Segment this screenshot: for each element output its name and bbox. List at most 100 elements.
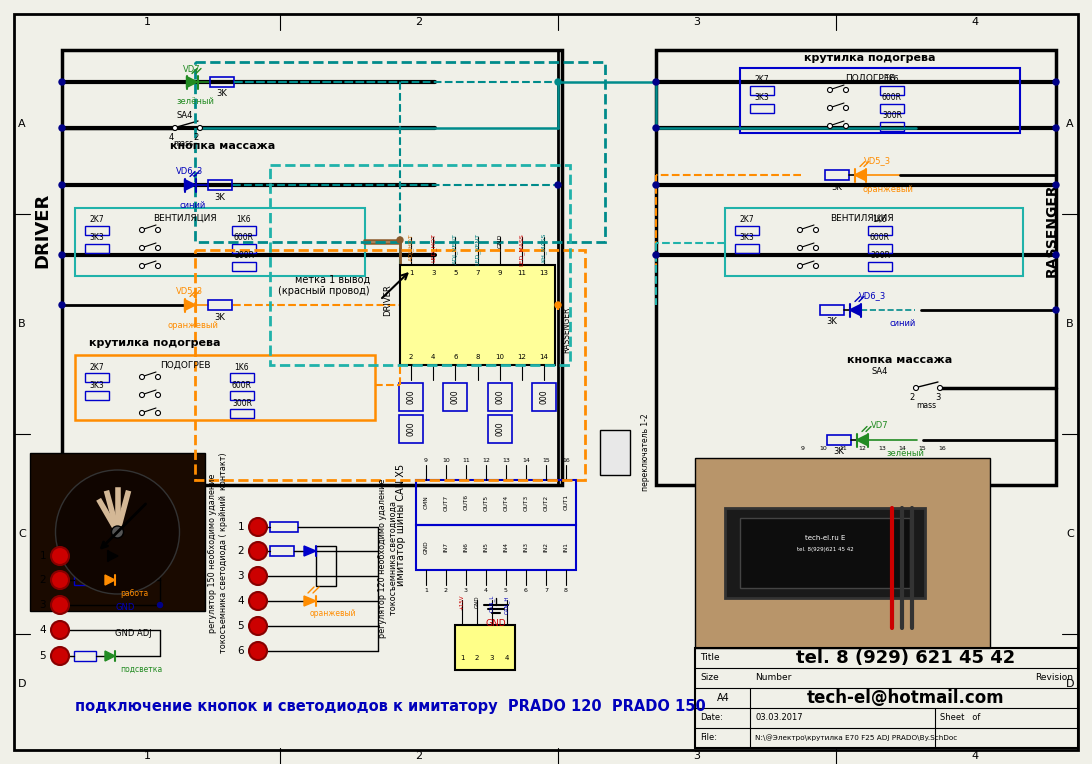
Text: зелёный: зелёный (176, 98, 214, 106)
Text: OUT2: OUT2 (544, 494, 548, 510)
Text: 14: 14 (899, 445, 906, 451)
Circle shape (51, 647, 69, 665)
Text: tech-el.ru E: tech-el.ru E (805, 535, 845, 541)
Text: 3K: 3K (214, 312, 225, 322)
Bar (868, 244, 892, 253)
Text: SA4: SA4 (871, 367, 888, 377)
Text: ADJ_HOT: ADJ_HOT (408, 233, 414, 261)
Text: 3K: 3K (827, 318, 838, 326)
Text: 2: 2 (415, 17, 423, 27)
Text: 3: 3 (237, 571, 244, 581)
Circle shape (843, 88, 848, 92)
Text: CAN_L: CAN_L (489, 595, 495, 613)
Circle shape (814, 245, 819, 251)
Circle shape (59, 302, 66, 308)
Circle shape (249, 592, 268, 610)
Text: A: A (19, 119, 26, 129)
Text: VD6_3: VD6_3 (177, 167, 203, 176)
Circle shape (653, 79, 658, 85)
Bar (488, 415, 512, 443)
Text: tel. 8(929)621 45 42: tel. 8(929)621 45 42 (797, 548, 853, 552)
Text: 16: 16 (939, 445, 947, 451)
Circle shape (797, 228, 803, 232)
Text: LED_VENT: LED_VENT (475, 233, 480, 265)
Polygon shape (304, 596, 316, 606)
Circle shape (397, 237, 403, 243)
Text: CAN_H: CAN_H (505, 595, 510, 613)
Text: tech-el@hotmail.com: tech-el@hotmail.com (807, 689, 1005, 707)
Bar (74, 651, 96, 661)
Text: 5: 5 (39, 651, 46, 661)
Text: 1K6: 1K6 (885, 75, 900, 83)
Bar (603, 454, 627, 466)
Text: CMN: CMN (424, 496, 428, 510)
Text: A4: A4 (716, 693, 729, 703)
Text: GND: GND (486, 619, 507, 627)
Circle shape (140, 245, 144, 251)
Text: SA4: SA4 (177, 112, 193, 121)
Text: VD7: VD7 (871, 422, 889, 430)
Text: 2K7: 2K7 (755, 75, 769, 83)
Text: 8: 8 (565, 588, 568, 593)
Circle shape (140, 374, 144, 380)
Text: подключение кнопок и светодиодов к имитатору  PRADO 120  PRADO 150: подключение кнопок и светодиодов к имита… (74, 698, 705, 714)
Text: GND: GND (475, 595, 479, 607)
Text: 3K3: 3K3 (755, 92, 770, 102)
Text: 3K3: 3K3 (739, 232, 755, 241)
Text: регулятор 120 необходимо удаление
токосъемника светодиода: регулятор 120 необходимо удаление токосъ… (378, 478, 397, 638)
Text: 3K3: 3K3 (90, 380, 105, 390)
Text: 1: 1 (237, 522, 244, 532)
Text: 3K: 3K (832, 183, 842, 192)
Text: OUT4: OUT4 (503, 494, 509, 510)
Text: кнопка массажа: кнопка массажа (847, 355, 952, 365)
Circle shape (198, 125, 202, 131)
Text: зелёный: зелёный (886, 449, 924, 458)
Bar (232, 262, 256, 271)
Text: IN4: IN4 (503, 542, 509, 552)
Bar (29, 453, 205, 611)
Bar (725, 508, 925, 598)
Circle shape (828, 88, 832, 92)
Bar (695, 458, 990, 648)
Text: 13: 13 (539, 270, 548, 276)
Text: 1K6: 1K6 (237, 215, 251, 225)
Circle shape (249, 542, 268, 560)
Circle shape (51, 621, 69, 639)
Text: OUT5: OUT5 (484, 494, 488, 510)
Bar (207, 300, 232, 310)
Circle shape (155, 228, 161, 232)
Text: VD5_3: VD5_3 (865, 157, 891, 166)
Text: VD6_3: VD6_3 (859, 292, 887, 300)
Circle shape (938, 386, 942, 390)
Bar (820, 305, 844, 315)
Text: оранжевый: оранжевый (310, 610, 356, 619)
Bar (75, 208, 365, 276)
Text: C: C (19, 529, 26, 539)
Text: крутилка подогрева: крутилка подогрева (804, 53, 936, 63)
Text: Title: Title (700, 653, 720, 662)
Bar (725, 208, 1023, 276)
Polygon shape (187, 76, 198, 88)
Text: 600R: 600R (234, 234, 254, 242)
Circle shape (814, 264, 819, 268)
Text: mass: mass (916, 400, 936, 410)
Bar (230, 373, 254, 382)
Text: 3: 3 (693, 751, 700, 761)
Text: 3: 3 (431, 270, 436, 276)
Bar (880, 122, 904, 131)
Circle shape (249, 518, 268, 536)
Polygon shape (108, 551, 118, 561)
Text: имитатор шины CAN X5: имитатор шины CAN X5 (396, 464, 406, 586)
Text: 1: 1 (460, 655, 464, 661)
Text: D: D (17, 679, 26, 689)
Text: 4: 4 (505, 655, 509, 661)
Text: 8: 8 (475, 354, 479, 360)
Circle shape (59, 252, 66, 258)
Bar (232, 226, 256, 235)
Text: OUT3: OUT3 (523, 494, 529, 510)
Circle shape (914, 386, 918, 390)
Text: синий: синий (180, 200, 206, 209)
Bar (824, 170, 848, 180)
Circle shape (59, 182, 66, 188)
Text: 000: 000 (406, 422, 416, 436)
